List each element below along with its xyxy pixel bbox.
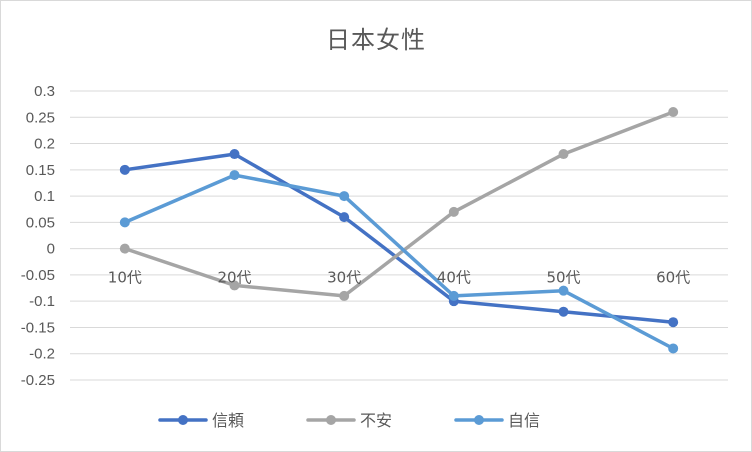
chart-title: 日本女性 bbox=[326, 26, 426, 54]
legend-label: 自信 bbox=[508, 411, 540, 430]
y-tick-label: -0.05 bbox=[21, 267, 55, 284]
x-tick-label: 30代 bbox=[327, 269, 361, 287]
legend-label: 不安 bbox=[360, 411, 392, 430]
data-point bbox=[339, 290, 350, 301]
data-point bbox=[339, 191, 350, 202]
data-point bbox=[339, 212, 350, 223]
data-point bbox=[119, 217, 130, 228]
data-point bbox=[668, 343, 679, 354]
legend-label: 信頼 bbox=[212, 411, 244, 430]
y-axis-ticks: 0.3 0.25 0.2 0.15 0.1 0.05 0 -0.05 -0.1 -0.15 -0.2… bbox=[21, 83, 55, 389]
series-line bbox=[123, 110, 675, 298]
data-point bbox=[558, 285, 569, 296]
x-tick-label: 10代 bbox=[108, 269, 142, 287]
series-line bbox=[123, 173, 675, 351]
y-tick-label: 0.05 bbox=[26, 214, 55, 231]
x-tick-label: 40代 bbox=[437, 269, 471, 287]
legend-marker bbox=[474, 415, 484, 425]
data-point bbox=[229, 170, 240, 181]
data-point bbox=[558, 306, 569, 317]
x-tick-label: 50代 bbox=[546, 269, 580, 287]
y-tick-label: 0.2 bbox=[34, 136, 55, 153]
y-tick-label: 0.1 bbox=[34, 188, 55, 205]
y-tick-label: -0.25 bbox=[21, 372, 55, 389]
legend: 信頼 不安 自信 bbox=[158, 411, 540, 430]
y-tick-label: -0.15 bbox=[21, 319, 55, 336]
series-line bbox=[123, 152, 675, 324]
y-tick-label: 0.25 bbox=[26, 109, 55, 126]
data-point bbox=[668, 107, 679, 118]
legend-marker bbox=[178, 415, 188, 425]
y-tick-label: 0.15 bbox=[26, 162, 55, 179]
data-point bbox=[119, 164, 130, 175]
y-tick-label: 0.3 bbox=[34, 83, 55, 100]
x-axis-ticks: 10代 20代 30代 40代 50代 60代 bbox=[108, 269, 690, 287]
series-lines bbox=[119, 107, 679, 354]
legend-marker bbox=[326, 415, 336, 425]
data-point bbox=[229, 149, 240, 160]
data-point bbox=[448, 290, 459, 301]
y-tick-label: 0 bbox=[47, 241, 55, 258]
x-tick-label: 60代 bbox=[656, 269, 690, 287]
y-tick-label: -0.2 bbox=[29, 346, 55, 363]
y-tick-label: -0.1 bbox=[29, 293, 55, 310]
x-tick-label: 20代 bbox=[217, 269, 251, 287]
data-point bbox=[119, 243, 130, 254]
data-point bbox=[558, 149, 569, 160]
gridlines bbox=[70, 90, 728, 381]
data-point bbox=[668, 317, 679, 328]
data-point bbox=[448, 206, 459, 217]
data-point bbox=[229, 280, 240, 291]
